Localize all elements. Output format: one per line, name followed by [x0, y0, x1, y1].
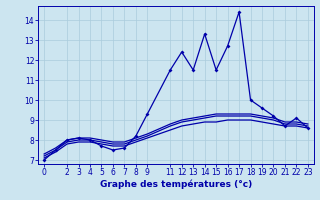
X-axis label: Graphe des températures (°c): Graphe des températures (°c)	[100, 180, 252, 189]
